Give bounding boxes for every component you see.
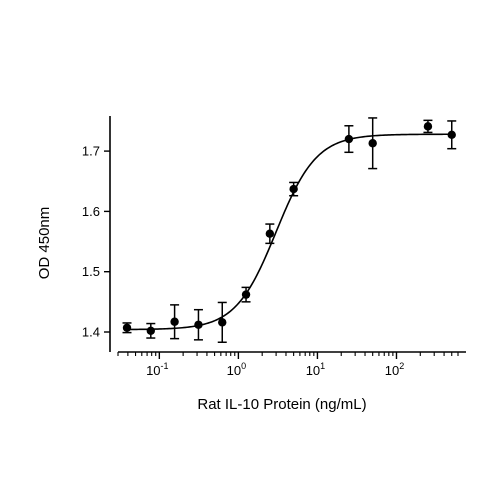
data-point <box>344 134 354 144</box>
data-point <box>146 326 156 335</box>
data-point <box>170 317 179 326</box>
axes <box>109 116 466 353</box>
x-tick-label: 100 <box>227 361 246 378</box>
error-bars <box>122 117 457 344</box>
data-point <box>265 229 275 238</box>
y-tick-label: 1.4 <box>82 325 100 340</box>
y-tick-label: 1.6 <box>82 204 100 219</box>
data-point <box>368 139 377 148</box>
fit-curve <box>127 133 452 331</box>
data-point <box>289 184 298 194</box>
x-axis-title: Rat IL-10 Protein (ng/mL) <box>197 396 366 413</box>
y-axis-title: OD 450nm <box>36 207 53 280</box>
x-axis-ticks: 10-1 100 101 102 <box>117 352 459 378</box>
data-point <box>241 290 251 299</box>
x-tick-label: 101 <box>306 361 325 378</box>
data-point <box>447 130 456 140</box>
data-point <box>218 318 227 327</box>
x-tick-label: 102 <box>385 361 404 378</box>
x-tick-label: 10-1 <box>146 361 168 378</box>
y-tick-label: 1.7 <box>82 144 100 159</box>
data-points <box>122 122 456 335</box>
data-point <box>122 323 132 332</box>
data-point <box>423 122 433 131</box>
y-axis-ticks: 1.4 1.5 1.6 1.7 <box>82 144 110 340</box>
y-tick-label: 1.5 <box>82 264 100 279</box>
data-point <box>194 320 203 329</box>
